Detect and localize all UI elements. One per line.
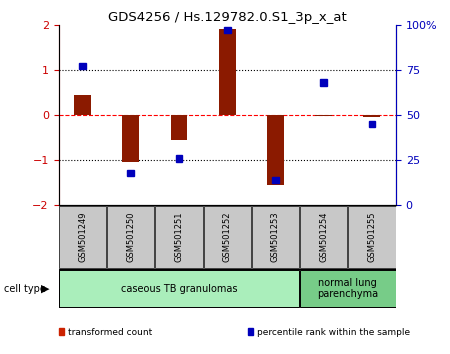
- Text: normal lung
parenchyma: normal lung parenchyma: [317, 278, 378, 299]
- Bar: [315, 115, 332, 116]
- Bar: [171, 115, 188, 140]
- Bar: [267, 115, 284, 185]
- Text: caseous TB granulomas: caseous TB granulomas: [121, 284, 237, 293]
- Bar: [74, 95, 91, 115]
- Text: percentile rank within the sample: percentile rank within the sample: [257, 328, 410, 337]
- Text: transformed count: transformed count: [68, 328, 153, 337]
- FancyBboxPatch shape: [300, 206, 347, 268]
- Text: GSM501252: GSM501252: [223, 212, 232, 262]
- Bar: [320, 79, 327, 86]
- Text: GSM501251: GSM501251: [175, 212, 184, 262]
- Bar: [127, 170, 134, 176]
- Title: GDS4256 / Hs.129782.0.S1_3p_x_at: GDS4256 / Hs.129782.0.S1_3p_x_at: [108, 11, 346, 24]
- FancyBboxPatch shape: [252, 206, 299, 268]
- Text: GSM501254: GSM501254: [319, 212, 328, 262]
- Bar: [176, 155, 182, 161]
- Bar: [79, 63, 86, 69]
- Bar: [272, 177, 279, 183]
- Text: GSM501249: GSM501249: [78, 212, 87, 262]
- Text: GSM501250: GSM501250: [126, 212, 135, 262]
- FancyBboxPatch shape: [203, 206, 251, 268]
- Bar: [369, 121, 375, 127]
- Bar: [122, 115, 139, 162]
- FancyBboxPatch shape: [300, 270, 396, 307]
- FancyBboxPatch shape: [59, 270, 299, 307]
- FancyBboxPatch shape: [107, 206, 154, 268]
- FancyBboxPatch shape: [155, 206, 202, 268]
- Text: GSM501255: GSM501255: [367, 212, 376, 262]
- FancyBboxPatch shape: [348, 206, 396, 268]
- Text: cell type: cell type: [4, 284, 46, 293]
- Text: ▶: ▶: [41, 284, 49, 293]
- Text: GSM501253: GSM501253: [271, 212, 280, 263]
- Bar: [364, 115, 380, 117]
- Bar: [224, 27, 230, 33]
- FancyBboxPatch shape: [59, 206, 106, 268]
- Bar: [219, 29, 236, 115]
